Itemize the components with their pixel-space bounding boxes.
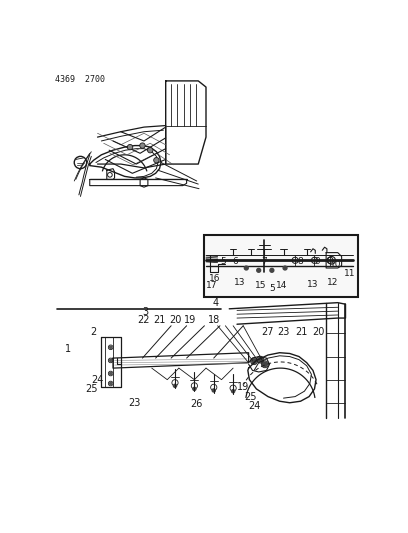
Text: 10: 10 [330,261,342,269]
Text: 9: 9 [315,256,320,265]
Text: 13: 13 [307,280,319,289]
Circle shape [244,266,248,270]
Text: 18: 18 [208,316,220,325]
Text: 12: 12 [327,278,339,287]
Bar [204,235,358,296]
Text: 21: 21 [295,327,308,337]
Text: 11: 11 [344,269,356,278]
Circle shape [155,158,158,162]
Text: 13: 13 [234,278,246,287]
Text: 20: 20 [312,327,324,337]
Text: 2: 2 [91,327,97,337]
Text: 6: 6 [233,256,238,265]
Text: 19: 19 [237,382,249,392]
Text: 5: 5 [269,284,275,293]
Circle shape [148,148,152,152]
Text: 5: 5 [220,256,226,265]
Circle shape [140,144,144,148]
Text: 3: 3 [142,307,149,317]
Circle shape [173,384,177,387]
Text: 24: 24 [248,401,260,411]
Text: 21: 21 [153,316,166,325]
Text: 8: 8 [298,256,304,265]
Text: 25: 25 [85,384,98,394]
Text: 15: 15 [255,281,266,290]
Circle shape [252,359,256,364]
Circle shape [109,382,112,385]
Circle shape [212,389,215,392]
Text: 19: 19 [184,316,197,325]
Text: 1: 1 [65,344,71,354]
Circle shape [232,390,235,393]
Circle shape [258,357,263,362]
Circle shape [109,346,112,349]
Text: 26: 26 [191,399,203,409]
Circle shape [109,359,112,361]
Text: 4: 4 [213,297,219,308]
Text: 7: 7 [261,256,267,265]
Circle shape [193,387,196,391]
Text: 17: 17 [206,281,218,290]
Text: 27: 27 [262,327,274,337]
Text: 20: 20 [169,316,181,325]
Text: 4369  2700: 4369 2700 [55,75,105,84]
Text: 24: 24 [91,375,104,385]
Text: 23: 23 [129,398,141,408]
Circle shape [263,362,267,367]
Circle shape [109,373,112,375]
Text: 23: 23 [277,327,290,337]
Circle shape [128,145,132,149]
Circle shape [283,266,287,270]
Circle shape [270,269,274,272]
Text: 22: 22 [138,316,150,325]
Text: 25: 25 [245,392,257,401]
Circle shape [257,269,261,272]
Text: 14: 14 [276,281,288,290]
Text: 16: 16 [209,273,220,282]
